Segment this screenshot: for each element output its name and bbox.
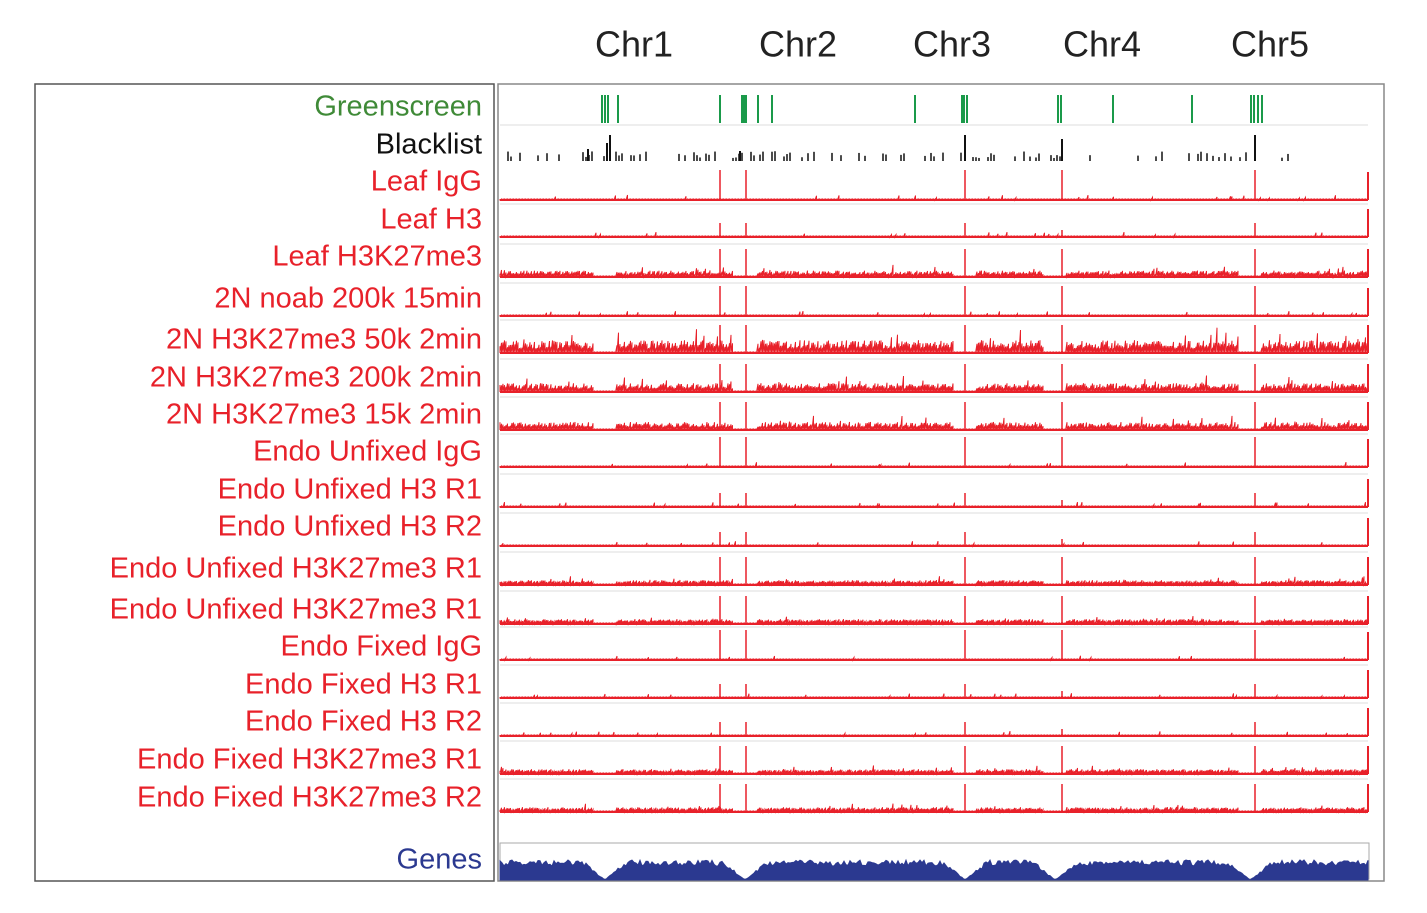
chromosome-label: Chr3: [913, 24, 991, 65]
track-label: Leaf IgG: [371, 166, 482, 198]
signal: [499, 327, 1368, 354]
track-label: Endo Unfixed H3K27me3 R1: [110, 553, 482, 585]
chromosome-label: Chr5: [1231, 24, 1309, 65]
signal: [499, 576, 1368, 587]
gene-density: [499, 858, 1369, 881]
track-label: Blacklist: [376, 129, 482, 161]
chromosome-label: Chr1: [595, 24, 673, 65]
signal: [499, 616, 1368, 626]
track-label: 2N H3K27me3 15k 2min: [166, 399, 482, 431]
signal: [499, 415, 1368, 431]
track-panel: [497, 83, 1385, 882]
track-label: Endo Unfixed IgG: [253, 436, 482, 468]
track-label: Endo Fixed H3K27me3 R1: [137, 744, 482, 776]
track-label: Greenscreen: [314, 91, 482, 123]
track-label: Endo Fixed H3 R1: [245, 669, 482, 701]
chromosome-label: Chr4: [1063, 24, 1141, 65]
track-label: Endo Fixed H3K27me3 R2: [137, 782, 482, 814]
track-label: Endo Unfixed H3K27me3 R1: [110, 594, 482, 626]
track-label: Leaf H3: [380, 204, 482, 236]
track-label: Endo Unfixed H3 R1: [218, 474, 482, 506]
signal: [499, 375, 1368, 393]
track-label: Endo Fixed IgG: [281, 631, 483, 663]
signal: [499, 264, 1368, 279]
label-panel: [34, 83, 495, 882]
track-label: Endo Unfixed H3 R2: [218, 511, 482, 543]
track-label: Leaf H3K27me3: [272, 241, 482, 273]
track-label: Endo Fixed H3 R2: [245, 706, 482, 738]
chromosome-label: Chr2: [759, 24, 837, 65]
track-label: 2N H3K27me3 200k 2min: [150, 362, 482, 394]
tracks: Chr1 Chr2 Chr3 Chr4 Chr5 Greenscreen Blacklist…: [110, 24, 1369, 881]
signal: [499, 803, 1368, 814]
track-label: 2N noab 200k 15min: [214, 283, 482, 315]
track-label: Genes: [397, 844, 482, 876]
signal: [499, 765, 1368, 776]
track-label: 2N H3K27me3 50k 2min: [166, 324, 482, 356]
